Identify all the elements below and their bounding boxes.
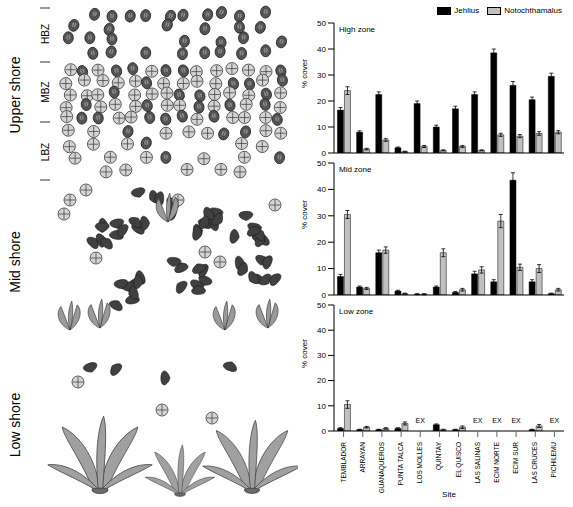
svg-text:% cover: % cover	[300, 339, 309, 368]
svg-text:EX: EX	[416, 417, 426, 424]
svg-text:Low shore: Low shore	[7, 392, 23, 457]
svg-text:10: 10	[317, 123, 326, 132]
svg-text:EL QUISCO: EL QUISCO	[455, 442, 463, 477]
svg-text:Mid shore: Mid shore	[7, 231, 23, 293]
svg-text:20: 20	[317, 376, 326, 385]
html-text:Notochthamalus: Notochthamalus	[504, 6, 562, 15]
svg-text:TEMBLADOR: TEMBLADOR	[340, 442, 347, 483]
svg-text:30: 30	[317, 212, 326, 221]
svg-text:ARRAYAN: ARRAYAN	[359, 442, 366, 473]
svg-text:HBZ: HBZ	[40, 24, 51, 44]
svg-text:40: 40	[317, 326, 326, 335]
svg-text:50: 50	[317, 19, 326, 28]
svg-text:ECIM NORTE: ECIM NORTE	[493, 441, 500, 482]
svg-text:0: 0	[322, 291, 327, 299]
svg-text:EX: EX	[492, 417, 502, 424]
svg-text:EX: EX	[550, 417, 560, 424]
svg-text:0: 0	[322, 427, 327, 436]
svg-text:EX: EX	[511, 417, 521, 424]
svg-text:50: 50	[317, 159, 326, 168]
svg-text:MBZ: MBZ	[40, 81, 51, 102]
svg-text:LBZ: LBZ	[40, 143, 51, 161]
html-text:Low zone: Low zone	[339, 307, 374, 316]
svg-text:% cover: % cover	[300, 59, 309, 88]
svg-text:30: 30	[317, 351, 326, 360]
svg-text:LOS MOLLES: LOS MOLLES	[416, 441, 423, 483]
svg-text:10: 10	[317, 402, 326, 411]
svg-text:QUINTAY: QUINTAY	[435, 441, 443, 470]
svg-text:Upper shore: Upper shore	[7, 56, 23, 133]
svg-text:Site: Site	[442, 490, 456, 499]
svg-text:LAS CRUCES: LAS CRUCES	[531, 441, 538, 483]
svg-text:PICHILEMU: PICHILEMU	[550, 442, 557, 478]
svg-text:50: 50	[317, 301, 326, 310]
svg-text:20: 20	[317, 97, 326, 106]
html-text:High zone: High zone	[339, 25, 375, 34]
svg-text:GUANAQUEROS: GUANAQUEROS	[378, 441, 386, 493]
svg-text:20: 20	[317, 238, 326, 247]
svg-text:ECIM SUR: ECIM SUR	[512, 442, 519, 474]
svg-text:0: 0	[322, 149, 327, 157]
svg-text:40: 40	[317, 45, 326, 54]
html-text:Jehlius: Jehlius	[454, 6, 480, 15]
html-text:Mid zone: Mid zone	[339, 165, 372, 174]
svg-text:% cover: % cover	[300, 200, 309, 229]
svg-text:30: 30	[317, 71, 326, 80]
svg-text:40: 40	[317, 185, 326, 194]
svg-text:EX: EX	[473, 417, 483, 424]
svg-text:PUNTA TALCA: PUNTA TALCA	[397, 441, 404, 485]
svg-text:10: 10	[317, 264, 326, 273]
svg-text:LAS SALINAS: LAS SALINAS	[474, 441, 481, 483]
